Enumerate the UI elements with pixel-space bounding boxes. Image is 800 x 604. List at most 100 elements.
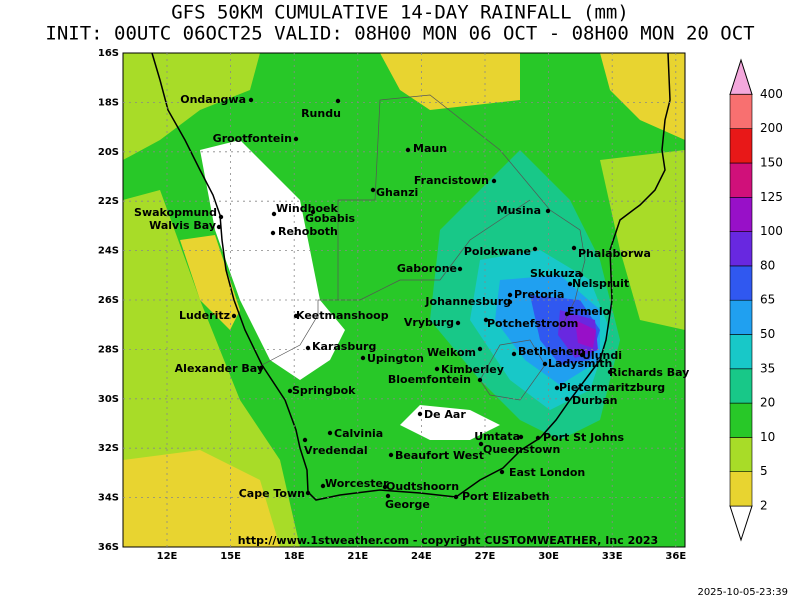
lat-label: 30S	[98, 394, 119, 405]
city-label: Karasburg	[312, 340, 376, 353]
city-dot	[305, 490, 311, 496]
lat-label: 20S	[98, 147, 119, 158]
city-dot	[554, 385, 560, 391]
city-dot	[477, 377, 483, 383]
colorbar-segment	[729, 94, 753, 130]
lon-label: 12E	[157, 551, 178, 562]
colorbar-segment	[729, 265, 753, 301]
colorbar-segment	[729, 334, 753, 370]
city-label: Ondangwa	[180, 93, 246, 106]
city-label: Durban	[572, 394, 618, 407]
colorbar-label: 20	[760, 396, 775, 410]
city-label: Swakopmund	[134, 206, 217, 219]
colorbar-segment	[729, 437, 753, 472]
city-label: Pietermaritzburg	[559, 381, 665, 394]
city-label: Ermelo	[567, 305, 611, 318]
lat-label: 36S	[98, 542, 119, 553]
city-label: Kimberley	[441, 363, 504, 376]
city-dot	[567, 281, 573, 287]
city-dot	[535, 435, 541, 441]
city-dot	[216, 224, 222, 230]
colorbar-segment	[729, 128, 753, 164]
city-dot	[388, 452, 394, 458]
colorbar-label: 200	[760, 121, 783, 135]
lon-label: 33E	[602, 551, 623, 562]
city-label: Richards Bay	[609, 366, 689, 379]
lon-label: 27E	[475, 551, 496, 562]
lat-label: 22S	[98, 196, 119, 207]
lon-label: 24E	[411, 551, 432, 562]
city-label: Grootfontein	[213, 132, 292, 145]
city-label: Calvinia	[334, 427, 383, 440]
city-label: Welkom	[427, 346, 476, 359]
city-dot	[483, 317, 489, 323]
city-label: Rehoboth	[278, 225, 338, 238]
lon-label: 21E	[347, 551, 368, 562]
city-dot	[532, 246, 538, 252]
colorbar-label: 65	[760, 293, 775, 307]
colorbar-label: 400	[760, 87, 783, 101]
city-label: Vredendal	[304, 444, 368, 457]
colorbar-cap	[729, 505, 753, 542]
city-label: Springbok	[292, 384, 356, 397]
city-dot	[335, 98, 341, 104]
city-label: Worcester	[325, 477, 389, 490]
colorbar-segment	[729, 197, 753, 232]
colorbar-label: 80	[760, 258, 775, 272]
city-dot	[305, 345, 311, 351]
city-dot	[258, 365, 264, 371]
colorbar-segment	[729, 368, 753, 404]
city-label: Port St Johns	[543, 431, 624, 444]
city-dot	[287, 388, 293, 394]
colorbar-label: 5	[760, 464, 768, 478]
city-label: De Aar	[424, 408, 466, 421]
city-dot	[310, 209, 316, 215]
city-label: Bloemfontein	[388, 373, 471, 386]
colorbar-segment	[729, 231, 753, 267]
city-dot	[507, 292, 513, 298]
city-dot	[434, 366, 440, 372]
city-dot	[405, 147, 411, 153]
city-label: Rundu	[301, 107, 341, 120]
colorbar-label: 125	[760, 190, 783, 204]
city-label: Skukuza	[530, 267, 582, 280]
city-label: Bethlehem	[518, 345, 585, 358]
city-dot	[382, 484, 388, 490]
city-dot	[564, 396, 570, 402]
city-dot	[327, 430, 333, 436]
city-dot	[477, 346, 483, 352]
city-label: Maun	[413, 142, 447, 155]
timestamp: 2025-10-05-23:39	[697, 587, 788, 598]
city-dot	[457, 266, 463, 272]
colorbar-segment	[729, 299, 753, 335]
city-label: Port Elizabeth	[462, 490, 549, 503]
city-dot	[293, 136, 299, 142]
city-label: Luderitz	[179, 309, 230, 322]
lat-label: 32S	[98, 443, 119, 454]
city-label: Vryburg	[404, 316, 454, 329]
lat-label: 34S	[98, 493, 119, 504]
city-dot	[578, 272, 584, 278]
coastline	[151, 52, 671, 501]
city-label: Queenstown	[483, 443, 560, 456]
city-dot	[507, 299, 513, 305]
city-label: Gaborone	[397, 262, 457, 275]
city-dot	[455, 320, 461, 326]
city-label: East London	[509, 466, 585, 479]
city-dot	[417, 411, 423, 417]
city-label: Beaufort West	[395, 449, 484, 462]
city-dot	[270, 230, 276, 236]
colorbar-segment	[729, 471, 753, 507]
colorbar-label: 35	[760, 361, 775, 375]
city-dot	[218, 214, 224, 220]
city-dot	[453, 494, 459, 500]
city-dot	[499, 469, 505, 475]
city-dot	[579, 352, 585, 358]
lat-label: 18S	[98, 97, 119, 108]
lat-label: 26S	[98, 295, 119, 306]
city-dot	[360, 355, 366, 361]
city-label: Cape Town	[239, 487, 305, 500]
city-dot	[320, 483, 326, 489]
lat-label: 28S	[98, 344, 119, 355]
